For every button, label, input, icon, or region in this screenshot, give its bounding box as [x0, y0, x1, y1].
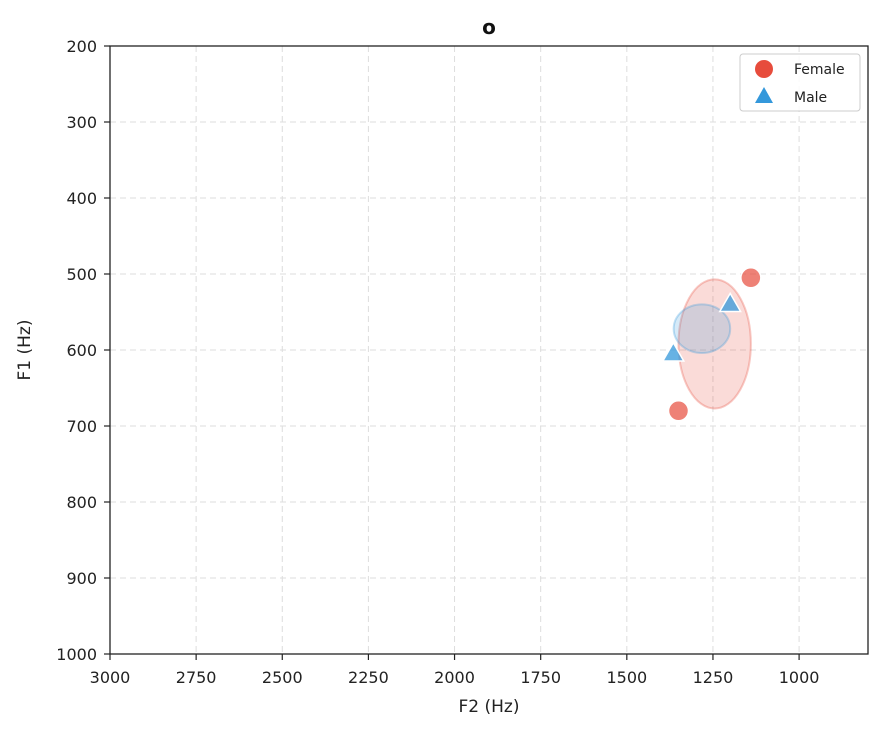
male-point [661, 341, 686, 362]
x-tick-label: 3000 [90, 668, 131, 687]
x-tick-label: 1000 [779, 668, 820, 687]
legend-female-label: Female [794, 62, 845, 78]
y-tick-label: 800 [66, 493, 97, 512]
y-tick-label: 900 [66, 569, 97, 588]
x-tick-label: 1750 [520, 668, 561, 687]
x-ticks: 3000 2750 2500 2250 2000 1750 1500 1250 1000 [90, 654, 820, 687]
chart-title: o [482, 15, 496, 39]
y-tick-label: 300 [66, 113, 97, 132]
point-layer [661, 267, 762, 422]
legend-female-marker [755, 60, 773, 78]
male-ellipse [672, 303, 732, 355]
y-tick-label: 200 [66, 37, 97, 56]
y-tick-label: 500 [66, 265, 97, 284]
legend-male-marker [755, 87, 773, 103]
ellipse-layer [672, 278, 752, 410]
y-tick-label: 400 [66, 189, 97, 208]
x-tick-label: 2000 [434, 668, 475, 687]
female-point [667, 400, 690, 422]
x-tick-label: 2500 [262, 668, 303, 687]
grid-lines [109, 45, 868, 655]
x-tick-label: 1250 [693, 668, 734, 687]
male-point [718, 291, 742, 313]
legend: Female Male [739, 53, 861, 112]
y-tick-label: 700 [66, 417, 97, 436]
y-axis-label: F1 (Hz) [15, 320, 35, 381]
female-point [740, 267, 762, 289]
legend-male-label: Male [794, 90, 827, 106]
y-ticks: 200 300 400 500 600 700 800 900 1000 [56, 37, 110, 664]
y-tick-label: 600 [66, 341, 97, 360]
x-tick-label: 1500 [606, 668, 647, 687]
x-tick-label: 2250 [348, 668, 389, 687]
x-axis-label: F2 (Hz) [459, 697, 520, 717]
x-tick-label: 2750 [176, 668, 217, 687]
y-tick-label: 1000 [56, 645, 97, 664]
